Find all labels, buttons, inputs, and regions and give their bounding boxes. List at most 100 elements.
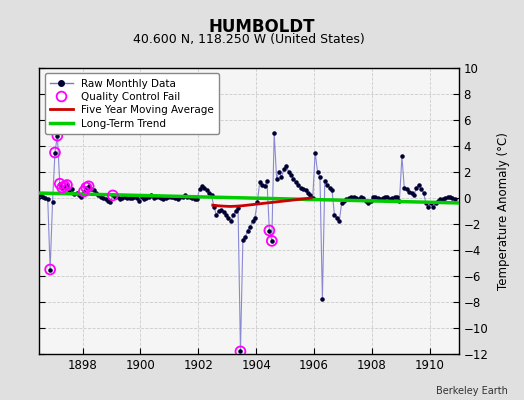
Point <box>337 200 346 206</box>
Point <box>357 194 365 200</box>
Point <box>390 194 399 200</box>
Point <box>292 179 300 186</box>
Point <box>451 196 459 202</box>
Point <box>285 169 293 175</box>
Point <box>309 195 317 201</box>
Point <box>116 196 124 202</box>
Point <box>311 149 319 156</box>
Point <box>371 194 379 200</box>
Point <box>29 195 38 201</box>
Point <box>53 132 61 139</box>
Point <box>272 175 281 182</box>
Point <box>149 195 158 201</box>
Point <box>232 208 240 214</box>
Point <box>179 194 187 200</box>
Point <box>236 348 245 355</box>
Point <box>395 198 403 204</box>
Point <box>215 208 223 214</box>
Point <box>366 198 375 204</box>
Point <box>130 194 139 200</box>
Point <box>205 190 213 196</box>
Y-axis label: Temperature Anomaly (°C): Temperature Anomaly (°C) <box>497 132 509 290</box>
Point <box>318 296 326 302</box>
Point <box>227 218 235 225</box>
Point <box>354 196 363 202</box>
Point <box>89 187 97 193</box>
Point <box>378 195 387 201</box>
Point <box>125 195 134 201</box>
Point <box>364 200 373 206</box>
Point <box>381 194 389 200</box>
Point <box>75 192 83 199</box>
Point <box>200 184 209 191</box>
Point <box>224 214 233 221</box>
Point <box>169 194 177 200</box>
Point <box>294 182 302 188</box>
Point <box>188 195 196 201</box>
Point <box>217 206 225 213</box>
Point <box>335 218 343 225</box>
Point <box>374 195 382 201</box>
Point <box>253 199 261 205</box>
Point <box>222 212 230 218</box>
Point <box>287 171 295 178</box>
Point <box>220 209 228 216</box>
Point <box>323 182 331 188</box>
Point <box>128 195 136 201</box>
Point <box>333 214 341 221</box>
Point <box>275 169 283 175</box>
Point <box>393 194 401 200</box>
Point <box>113 194 122 200</box>
Point <box>407 190 416 196</box>
Title: 40.600 N, 118.250 W (United States): 40.600 N, 118.250 W (United States) <box>133 33 365 46</box>
Point <box>104 198 112 204</box>
Point <box>239 236 247 243</box>
Point <box>36 192 45 199</box>
Point <box>41 195 49 201</box>
Point <box>167 194 175 200</box>
Point <box>82 184 91 191</box>
Point <box>359 195 367 201</box>
Point <box>22 191 30 197</box>
Point <box>34 195 42 201</box>
Legend: Raw Monthly Data, Quality Control Fail, Five Year Moving Average, Long-Term Tren: Raw Monthly Data, Quality Control Fail, … <box>45 73 219 134</box>
Point <box>77 194 85 200</box>
Point <box>198 183 206 190</box>
Point <box>446 194 454 200</box>
Point <box>400 184 409 191</box>
Point <box>108 192 117 199</box>
Point <box>424 204 433 210</box>
Point <box>417 186 425 192</box>
Point <box>263 178 271 184</box>
Point <box>431 200 440 206</box>
Point <box>27 194 35 200</box>
Point <box>191 196 199 202</box>
Point <box>106 199 115 205</box>
Point <box>236 348 245 355</box>
Point <box>328 187 336 193</box>
Point <box>82 184 91 191</box>
Point <box>193 196 201 202</box>
Point <box>350 194 358 200</box>
Point <box>46 266 54 273</box>
Point <box>229 212 237 218</box>
Point <box>176 194 184 200</box>
Point <box>60 183 69 190</box>
Point <box>48 199 57 205</box>
Point <box>270 130 278 136</box>
Point <box>24 192 32 199</box>
Point <box>159 196 168 202</box>
Point <box>195 186 204 192</box>
Point <box>268 238 276 244</box>
Point <box>258 182 266 188</box>
Point <box>63 182 71 188</box>
Point <box>265 227 274 234</box>
Point <box>277 174 286 180</box>
Point <box>234 205 242 212</box>
Point <box>108 192 117 199</box>
Point <box>87 186 95 192</box>
Point <box>58 184 67 191</box>
Point <box>419 190 428 196</box>
Point <box>362 198 370 204</box>
Point <box>140 196 148 202</box>
